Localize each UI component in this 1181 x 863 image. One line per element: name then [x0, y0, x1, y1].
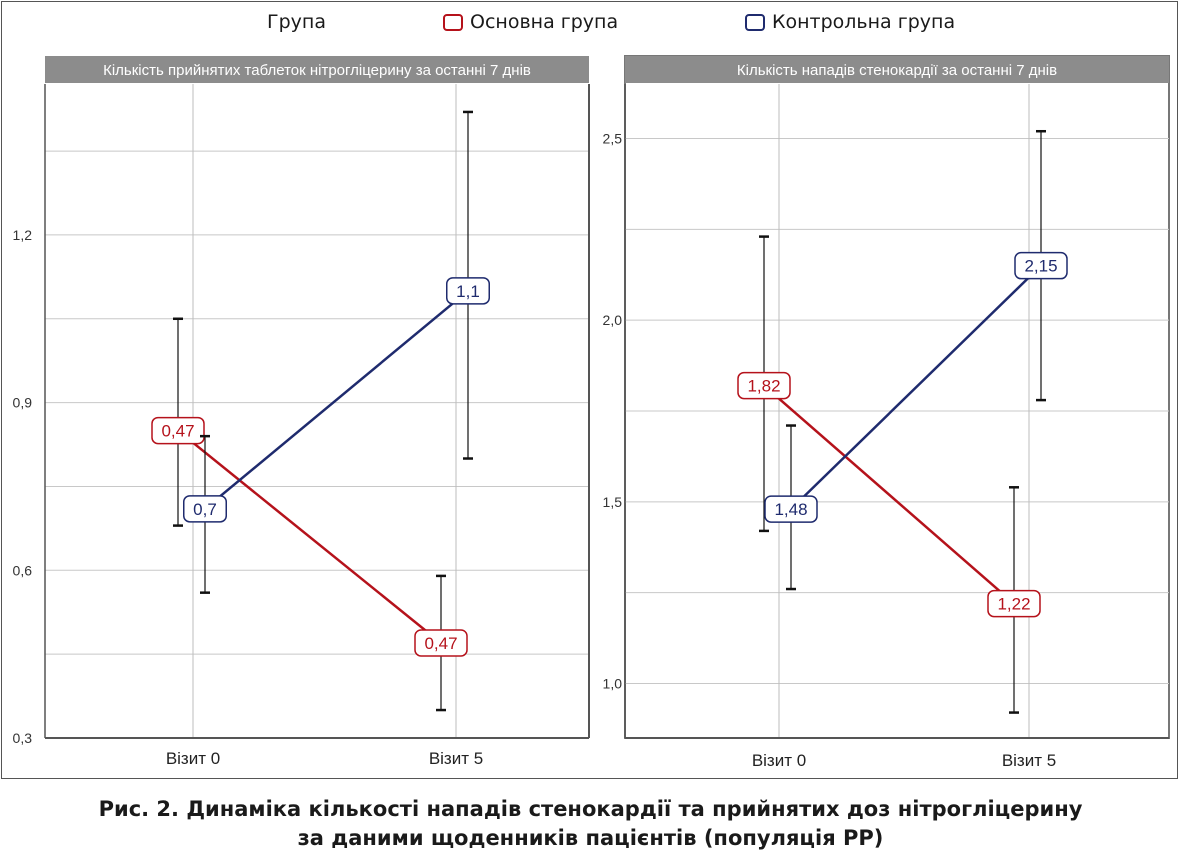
data-label: 0,47 — [161, 422, 194, 441]
legend-label-main: Основна група — [470, 11, 619, 33]
data-label: 0,47 — [424, 634, 457, 653]
legend-item-main-group: Основна група — [443, 11, 618, 33]
chart-2: Кількість нападів стенокардії за останні… — [603, 55, 1170, 770]
y-tick-label: 1,2 — [13, 227, 33, 243]
data-label-box — [737, 371, 791, 400]
data-label: 2,15 — [1024, 257, 1057, 276]
legend-label-control: Контрольна група — [772, 11, 956, 33]
series-line-main — [177, 429, 442, 644]
x-category-label: Візит 0 — [166, 749, 220, 768]
legend-swatch-control — [745, 13, 765, 31]
data-label: 1,22 — [997, 595, 1030, 614]
data-label-box — [987, 589, 1041, 618]
data-label-box — [414, 629, 468, 657]
y-tick-label: 0,3 — [13, 730, 33, 746]
charts-svg: Кількість прийнятих таблеток нітрогліцер… — [13, 55, 1170, 770]
data-label: 1,48 — [774, 500, 807, 519]
panel-header — [45, 56, 589, 83]
plot-frame — [45, 56, 589, 738]
figure-caption-line-2: за даними щоденників пацієнтів (популяці… — [297, 826, 884, 850]
chart-1: Кількість прийнятих таблеток нітрогліцер… — [13, 56, 590, 768]
series-line-control — [790, 264, 1042, 510]
data-label-box — [764, 495, 818, 523]
legend: Група Основна група Контрольна група — [0, 0, 1181, 46]
y-tick-label: 0,6 — [13, 562, 33, 578]
y-tick-label: 1,0 — [603, 676, 623, 692]
figure-frame — [1, 1, 1178, 779]
data-label: 1,1 — [456, 282, 480, 301]
y-tick-label: 0,9 — [13, 395, 33, 411]
x-category-label: Візит 5 — [1002, 751, 1056, 770]
x-category-label: Візит 0 — [752, 751, 806, 770]
series-line-control — [204, 289, 469, 510]
y-tick-label: 2,5 — [603, 131, 623, 147]
panel-header — [625, 56, 1169, 83]
y-tick-label: 2,0 — [603, 312, 623, 328]
legend-swatch-main — [443, 13, 463, 31]
data-label-box — [446, 277, 490, 305]
figure-caption-line-1: Рис. 2. Динаміка кількості нападів стено… — [98, 797, 1083, 821]
panel-title: Кількість прийнятих таблеток нітрогліцер… — [103, 62, 531, 79]
legend-title: Група — [267, 11, 326, 33]
plot-frame — [624, 55, 1170, 739]
panel-title: Кількість нападів стенокардії за останні… — [737, 62, 1057, 79]
data-label-box — [1014, 251, 1068, 280]
data-label-box — [151, 416, 205, 445]
data-label: 0,7 — [193, 500, 217, 519]
series-line-main — [763, 384, 1015, 605]
y-tick-label: 1,5 — [603, 494, 623, 510]
legend-item-control-group: Контрольна група — [745, 11, 955, 33]
data-label-box — [183, 495, 227, 523]
x-category-label: Візит 5 — [429, 749, 483, 768]
data-label: 1,82 — [747, 377, 780, 396]
